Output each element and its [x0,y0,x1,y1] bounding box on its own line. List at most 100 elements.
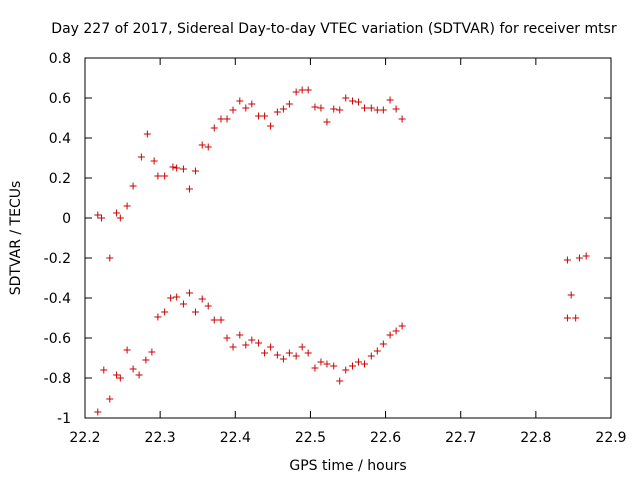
data-point-upper [129,182,137,190]
data-point-lower [323,360,331,368]
data-point-upper [379,106,387,114]
x-tick-label: 22.5 [295,430,326,446]
data-point-lower [161,308,169,316]
data-point-lower [248,336,256,344]
plot-frame [84,57,612,419]
y-tick-label: -0.4 [44,291,71,307]
data-point-lower [116,374,124,382]
data-point-upper [98,214,106,222]
data-point-upper [342,94,350,102]
data-point-lower [292,352,300,360]
data-point-lower [129,365,137,373]
data-point-lower [379,340,387,348]
data-point-upper [223,115,231,123]
data-points [94,86,590,416]
x-tick-labels: 22.2 22.3 22.4 22.5 22.6 22.7 22.8 22.9 [69,430,626,446]
data-point-upper [386,96,394,104]
y-tick-label: 0.8 [49,51,71,67]
data-point-lower [173,293,181,301]
data-point-lower [94,408,102,416]
data-point-lower [106,395,114,403]
data-point-lower [198,295,206,303]
data-point-lower [567,291,575,299]
data-point-lower [154,313,162,321]
data-point-lower [349,362,357,370]
x-tick-label: 22.4 [220,430,251,446]
data-point-upper [198,141,206,149]
data-point-upper [106,254,114,262]
data-point-upper [323,118,331,126]
data-point-lower [367,352,375,360]
data-point-lower [311,364,319,372]
data-point-lower [330,362,338,370]
data-point-lower [285,349,293,357]
data-point-lower [373,347,381,355]
data-point-upper [169,163,177,171]
data-point-lower [135,371,143,379]
data-point-upper [185,185,193,193]
data-point-lower [355,358,363,366]
data-point-lower [273,351,281,359]
data-point-upper [279,105,287,113]
y-tick-label: 0.4 [49,131,71,147]
data-point-lower [148,348,156,356]
data-point-upper [575,254,583,262]
data-point-upper [191,167,199,175]
x-tick-label: 22.9 [595,430,626,446]
data-point-upper [242,104,250,112]
data-point-lower [242,341,250,349]
y-tick-label: -0.6 [44,331,71,347]
data-point-upper [173,164,181,172]
x-tick-label: 22.8 [520,430,551,446]
data-point-upper [298,86,306,94]
data-point-lower [113,371,121,379]
y-tick-label: 0.6 [49,91,71,107]
data-point-upper [94,211,102,219]
y-axis-label: SDTVAR / TECUs [8,181,24,296]
data-point-lower [217,316,225,324]
data-point-lower [317,358,325,366]
data-point-upper [392,105,400,113]
data-point-upper [261,112,269,120]
data-point-upper [361,104,369,112]
data-point-lower [304,349,312,357]
data-point-lower [298,343,306,351]
chart-title: Day 227 of 2017, Sidereal Day-to-day VTE… [51,21,617,37]
data-point-lower [185,289,193,297]
data-point-upper [179,165,187,173]
data-point-lower [142,356,150,364]
data-point-lower [100,366,108,374]
data-point-lower [342,366,350,374]
data-point-upper [349,97,357,105]
data-point-lower [261,349,269,357]
data-point-upper [330,105,338,113]
y-tick-label: 0 [62,211,71,227]
y-tick-label: -0.8 [44,371,71,387]
data-point-upper [116,214,124,222]
data-point-lower [386,331,394,339]
data-point-upper [398,115,406,123]
x-tick-label: 22.6 [370,430,401,446]
data-point-lower [398,322,406,330]
data-point-lower [229,343,237,351]
data-point-upper [563,256,571,264]
data-point-upper [582,252,590,260]
data-point-lower [223,334,231,342]
y-tick-label: -0.2 [44,251,71,267]
data-point-upper [255,112,263,120]
data-point-lower [563,314,571,322]
data-point-upper [311,103,319,111]
data-point-lower [572,314,580,322]
data-point-lower [236,331,244,339]
data-point-upper [292,88,300,96]
data-point-upper [154,172,162,180]
data-point-upper [285,100,293,108]
data-point-lower [279,355,287,363]
data-point-upper [204,143,212,151]
data-point-upper [217,115,225,123]
data-point-lower [191,308,199,316]
data-point-lower [392,327,400,335]
data-point-upper [143,130,151,138]
data-point-upper [113,209,121,217]
